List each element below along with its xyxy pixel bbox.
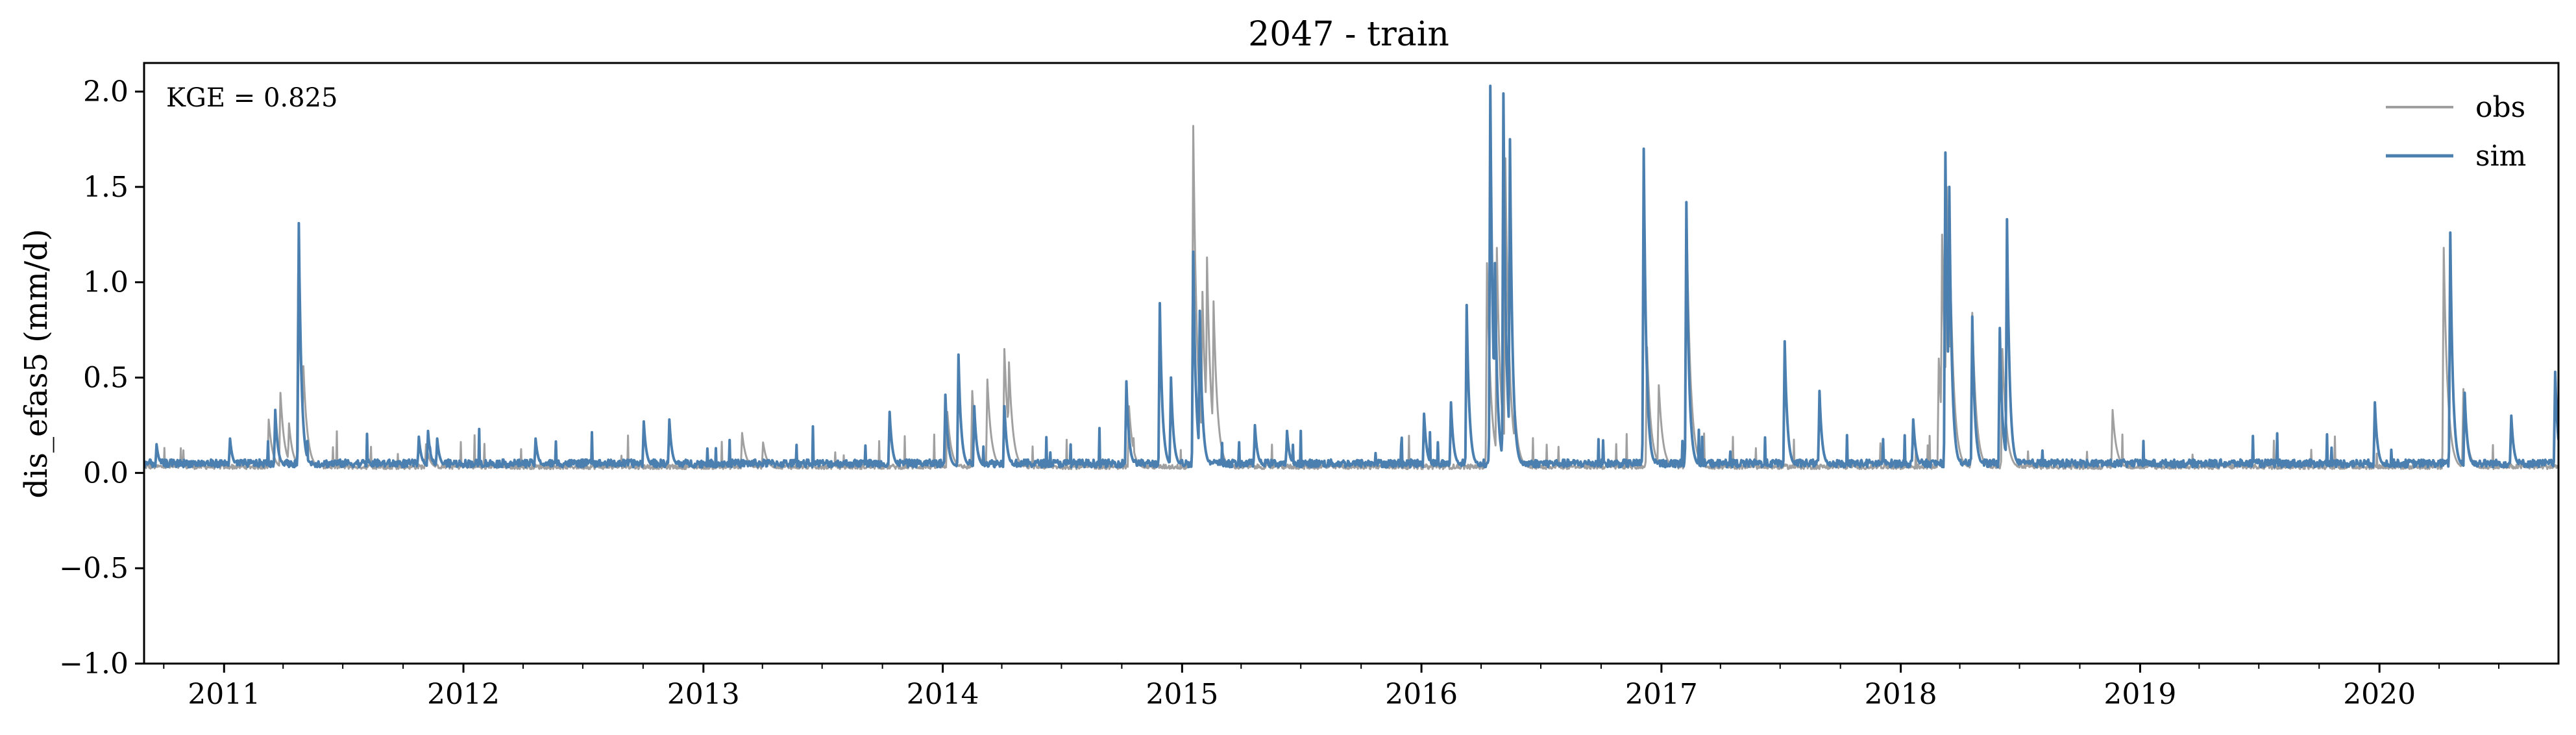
x-tick-label: 2013 xyxy=(667,678,740,711)
legend-obs-label: obs xyxy=(2475,91,2525,124)
series-obs-line xyxy=(144,125,2558,470)
y-tick-label: 0.0 xyxy=(83,456,129,490)
plot-frame xyxy=(143,62,2560,665)
x-tick-label: 2014 xyxy=(907,678,979,711)
y-tick-label: 0.5 xyxy=(83,362,129,395)
x-tick-label: 2018 xyxy=(1865,678,1937,711)
chart-title: 2047 - train xyxy=(1248,15,1449,54)
plot-area xyxy=(144,84,2558,470)
y-axis-label: dis_efas5 (mm/d) xyxy=(18,229,55,498)
x-tick-label: 2011 xyxy=(188,678,260,711)
series-sim-line xyxy=(144,84,2558,469)
y-tick-label: −1.0 xyxy=(59,647,129,680)
legend: obs sim xyxy=(2386,91,2526,173)
x-tick-label: 2012 xyxy=(427,678,500,711)
x-tick-label: 2016 xyxy=(1385,678,1458,711)
x-tick-label: 2015 xyxy=(1146,678,1218,711)
legend-sim-label: sim xyxy=(2475,140,2526,173)
y-tick-label: 1.5 xyxy=(83,171,129,204)
y-tick-label: −0.5 xyxy=(59,552,129,585)
y-tick-label: 1.0 xyxy=(83,266,129,299)
y-tick-label: 2.0 xyxy=(83,75,129,108)
x-tick-label: 2020 xyxy=(2343,678,2416,711)
kge-annotation: KGE = 0.825 xyxy=(166,83,338,113)
x-tick-label: 2019 xyxy=(2104,678,2176,711)
x-tick-label: 2017 xyxy=(1625,678,1698,711)
